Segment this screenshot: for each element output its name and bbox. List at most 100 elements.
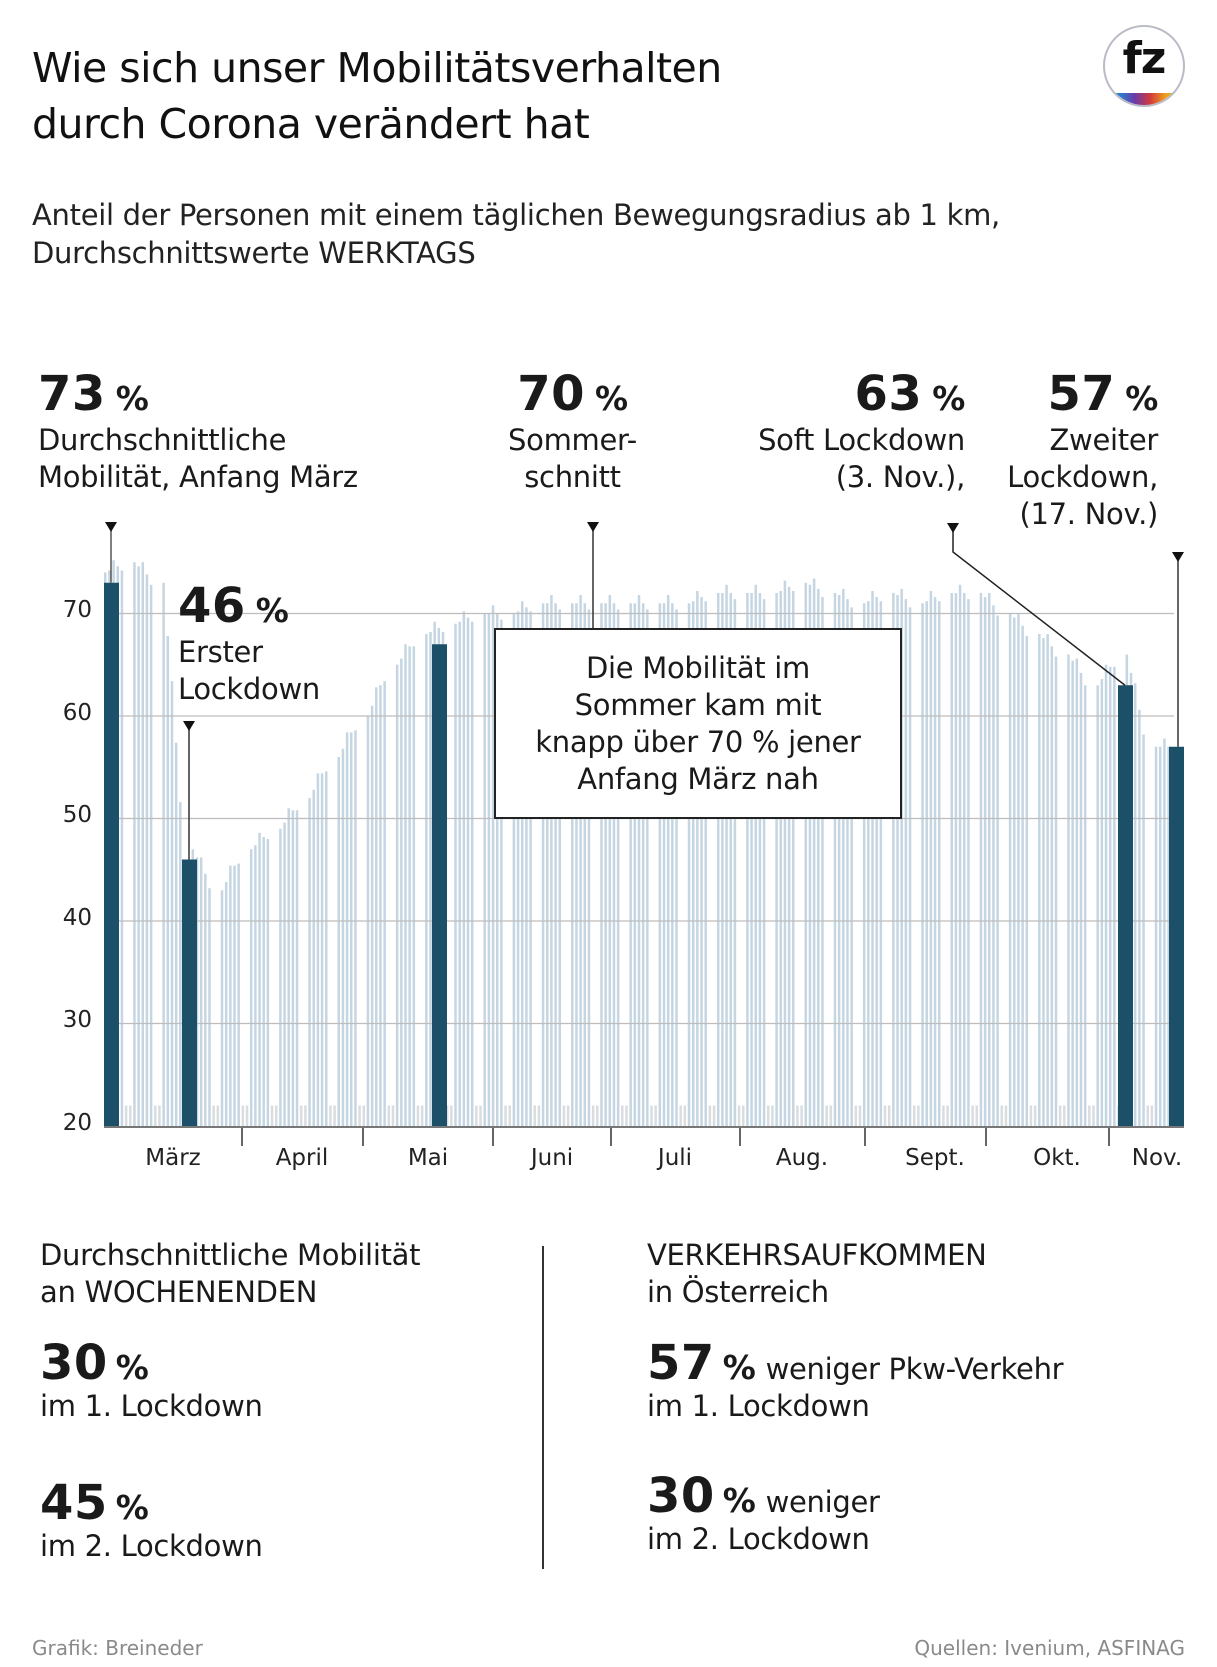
weekend-day-bar [362, 1105, 366, 1126]
weekday-bar [320, 773, 324, 1126]
weekday-bar [804, 582, 808, 1126]
weekday-bar [842, 588, 845, 1126]
weekend-day-bar [304, 1105, 307, 1126]
weekend-day-bar [1146, 1105, 1149, 1126]
data-sources: Quellen: Ivenium, ASFINAG [914, 1636, 1185, 1660]
weekday-bar [233, 865, 236, 1126]
weekday-bar [495, 613, 499, 1126]
weekday-bar [850, 607, 853, 1126]
weekend-day-bar [445, 1105, 449, 1126]
weekday-bar [279, 828, 282, 1126]
soft-lockdown-marker-triangle [947, 523, 959, 533]
weekday-bar [133, 562, 136, 1126]
weekday-bar [1025, 636, 1029, 1126]
weekday-bar [721, 593, 724, 1126]
weekday-bar [671, 603, 674, 1126]
weekend-day-bar [1058, 1105, 1062, 1126]
highlight-bar [1169, 746, 1184, 1126]
weekday-bar [691, 601, 695, 1126]
traffic-stat-2: 30% weniger im 2. Lockdown [647, 1472, 880, 1558]
weekend-day-bar [158, 1105, 161, 1126]
note-line-4: Anfang März nah [577, 761, 819, 796]
weekday-bar [408, 646, 411, 1126]
subtitle-line-1: Anteil der Personen mit einem täglichen … [32, 198, 1000, 232]
weekday-bar [1013, 617, 1016, 1126]
weekday-bar [762, 599, 766, 1126]
x-month-label: Nov. [1131, 1145, 1183, 1171]
weekend-day-bar [562, 1105, 566, 1126]
weekend-day-bar [533, 1105, 536, 1126]
weekday-bar [429, 631, 432, 1126]
weekday-bar [571, 603, 574, 1126]
weekend-day-bar [737, 1105, 741, 1126]
weekend-heading: Durchschnittliche Mobilität an WOCHENEND… [40, 1237, 420, 1311]
y-tick-label: 50 [62, 802, 92, 828]
callout-march-line1: Durchschnittliche [38, 423, 287, 457]
callout-first-lockdown-value: 46 [178, 578, 246, 634]
highlight-bar [104, 582, 119, 1126]
weekday-bar [258, 832, 261, 1126]
weekend-stat-2: 45% im 2. Lockdown [40, 1479, 263, 1565]
weekend-day-bar [387, 1105, 391, 1126]
weekday-bar [933, 597, 937, 1126]
weekday-bar [979, 593, 983, 1126]
soft-lockdown-leader-line [952, 531, 1126, 686]
march-marker-triangle [105, 522, 117, 532]
weekday-bar [608, 595, 612, 1126]
weekday-bar [963, 593, 966, 1126]
weekday-bar [729, 593, 732, 1126]
weekend-day-bar [1092, 1105, 1095, 1126]
y-tick-label: 60 [62, 700, 92, 726]
weekend-day-bar [829, 1105, 833, 1126]
weekday-bar [162, 582, 165, 1126]
x-month-label: April [275, 1145, 329, 1171]
weekday-bar [546, 603, 549, 1126]
weekday-bar [516, 611, 520, 1126]
weekday-bar [929, 590, 933, 1126]
note-line-2: Sommer kam mit [574, 687, 822, 722]
y-tick-label: 40 [62, 905, 92, 931]
weekday-bar [983, 597, 987, 1126]
weekend-day-bar [333, 1105, 336, 1126]
weekday-bar [612, 603, 616, 1126]
callout-summer-value: 70 [517, 366, 586, 422]
weekend-day-bar [858, 1105, 862, 1126]
weekend-day-bar [329, 1105, 332, 1126]
weekend-day-bar [741, 1105, 745, 1126]
weekday-bar [120, 570, 124, 1126]
weekday-bar [370, 705, 374, 1126]
weekday-bar [166, 636, 170, 1126]
weekday-bar [541, 603, 545, 1126]
weekday-bar [375, 687, 378, 1126]
weekend-day-bar [1000, 1105, 1004, 1126]
weekday-bar [716, 593, 720, 1126]
weekday-bar [1167, 746, 1170, 1126]
callout-soft-lockdown-unit: % [932, 379, 965, 418]
weekday-bar [149, 584, 153, 1126]
weekend-day-bar [391, 1105, 395, 1126]
weekday-bar [174, 742, 178, 1126]
weekday-bar [529, 611, 532, 1126]
weekday-bar [779, 590, 783, 1126]
weekday-bar [1113, 666, 1116, 1126]
weekend-heading-line2: an WOCHENENDEN [40, 1275, 318, 1309]
weekday-bar [1158, 746, 1162, 1126]
weekday-bar [137, 566, 140, 1126]
callout-first-lockdown: 46% Erster Lockdown [178, 578, 320, 708]
weekend-day-bar [154, 1105, 157, 1126]
weekday-bar [283, 822, 286, 1126]
weekday-bar [1100, 679, 1104, 1126]
callout-soft-lockdown-value: 63 [854, 366, 923, 422]
note-line-1: Die Mobilität im [585, 650, 810, 685]
weekday-bar [520, 601, 524, 1126]
weekday-bar [1096, 685, 1099, 1126]
weekend-day-bar [654, 1105, 657, 1126]
weekday-bar [587, 609, 591, 1126]
weekday-bar [862, 603, 866, 1126]
weekday-bar [1042, 638, 1045, 1126]
weekend-day-bar [942, 1105, 945, 1126]
y-tick-label: 70 [62, 597, 92, 623]
weekend-day-bar [537, 1105, 541, 1126]
weekend-day-bar [975, 1105, 979, 1126]
weekday-bar [266, 839, 270, 1126]
